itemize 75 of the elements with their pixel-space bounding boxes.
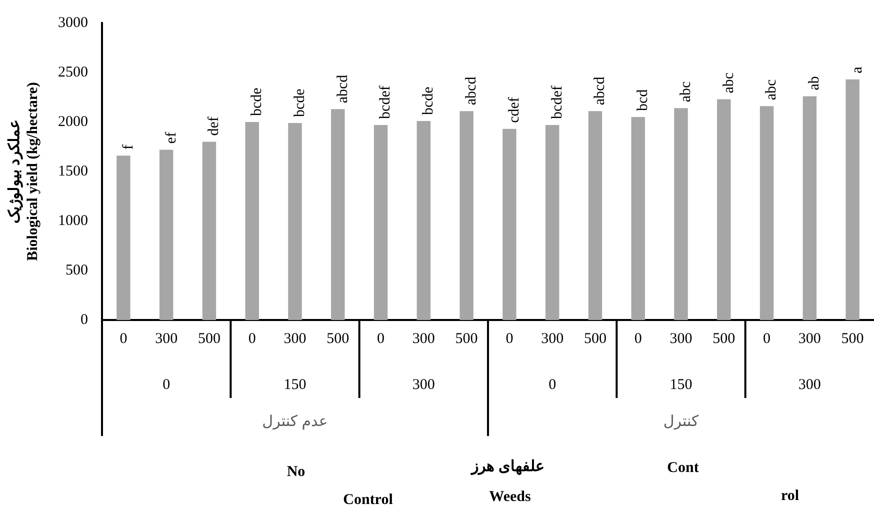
- data-label: bcde: [249, 87, 266, 116]
- x-tick-label: 500: [841, 330, 864, 347]
- x-tick-label: 0: [377, 330, 385, 347]
- bar: [802, 96, 817, 320]
- bar: [717, 99, 731, 320]
- x-tick-label: 500: [584, 330, 606, 347]
- text: Weeds: [489, 488, 531, 505]
- text: rol: [780, 488, 800, 504]
- bar: [460, 111, 474, 320]
- data-label: bcde: [420, 86, 437, 116]
- data-label: bcdef: [549, 86, 566, 119]
- bar: [116, 156, 130, 320]
- x-tick-label: 500: [712, 330, 736, 347]
- data-label: abc: [720, 72, 737, 94]
- y-tick-label: 3000: [58, 14, 88, 31]
- bar: [245, 122, 259, 320]
- x-tick-label: 300: [155, 330, 178, 347]
- x-tick-label: 0: [506, 330, 514, 347]
- text: علفهای هرز: [470, 458, 544, 475]
- x-tick-label: 500: [455, 330, 478, 347]
- y-tick-label: 2000: [58, 114, 88, 130]
- text: عدم کنترل: [262, 413, 328, 430]
- bar: [202, 142, 216, 320]
- x-tick-label: 0: [248, 330, 256, 347]
- bar: [588, 111, 602, 320]
- data-label: ef: [163, 132, 180, 144]
- data-label: ab: [806, 76, 823, 90]
- bar: [502, 128, 516, 320]
- text: 0: [548, 376, 556, 393]
- text: No: [286, 464, 306, 480]
- bar: [760, 106, 774, 320]
- y-tick-label: 0: [80, 312, 88, 328]
- x-tick-label: 300: [284, 330, 306, 347]
- y-tick-label: 500: [66, 262, 88, 278]
- bar: [288, 122, 302, 320]
- bar: [159, 150, 174, 320]
- data-label: abc: [678, 80, 694, 102]
- data-label: a: [849, 66, 866, 74]
- text: 150: [670, 376, 692, 393]
- x-tick-label: 0: [120, 330, 128, 347]
- y-tick-label: 1000: [58, 212, 88, 229]
- data-label: cdef: [506, 97, 522, 123]
- bar: [631, 117, 645, 320]
- text: Cont: [667, 460, 699, 476]
- data-label: def: [206, 116, 222, 136]
- data-label: abcd: [334, 74, 351, 104]
- data-label: bcdef: [378, 86, 394, 119]
- data-label: bcd: [635, 88, 652, 112]
- x-tick-label: 300: [541, 330, 564, 347]
- bar: [331, 109, 345, 320]
- text: 150: [284, 376, 306, 393]
- data-label: abc: [764, 79, 780, 100]
- x-tick-label: 0: [763, 330, 771, 347]
- x-tick-label: 0: [634, 330, 642, 347]
- bar: [846, 79, 860, 320]
- bar: [374, 124, 388, 320]
- text: کنترل: [663, 413, 700, 430]
- bar: [674, 108, 688, 320]
- x-tick-label: 300: [412, 330, 435, 347]
- data-label: bcde: [292, 88, 308, 117]
- text: Control: [343, 492, 393, 508]
- x-tick-label: 300: [670, 330, 692, 347]
- bar: [545, 124, 560, 320]
- x-tick-label: 500: [198, 330, 220, 347]
- data-label: f: [120, 144, 136, 150]
- x-tick-label: 300: [798, 330, 821, 347]
- text: 300: [798, 376, 821, 393]
- text: 0: [162, 376, 170, 393]
- data-label: abcd: [463, 76, 480, 106]
- bar: [416, 121, 431, 320]
- x-tick-label: 500: [326, 330, 350, 347]
- text: 300: [412, 376, 435, 393]
- y-tick-label: 1500: [58, 163, 88, 180]
- y-tick-label: 2500: [58, 64, 88, 80]
- data-label: abcd: [592, 76, 608, 106]
